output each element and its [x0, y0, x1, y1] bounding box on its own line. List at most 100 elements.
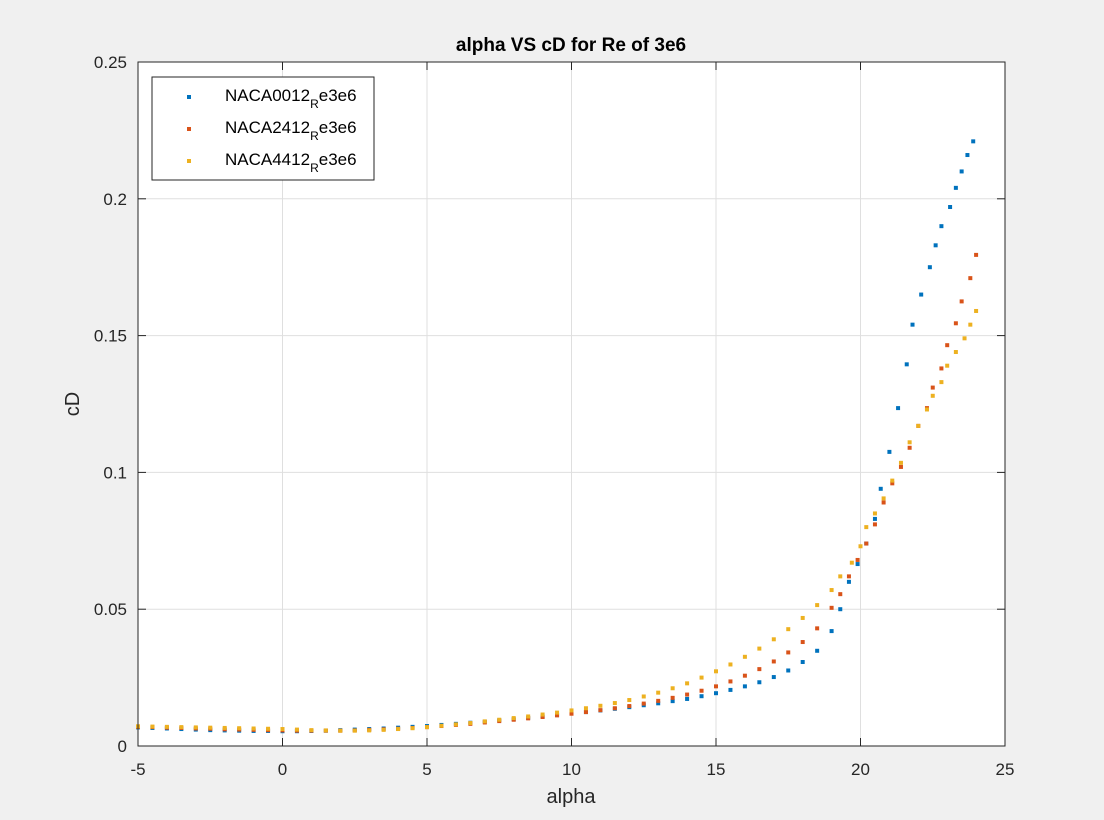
data-point: [179, 725, 184, 730]
data-point: [815, 626, 820, 631]
data-point: [150, 724, 155, 729]
data-point: [338, 728, 343, 733]
data-point: [497, 717, 502, 722]
data-point: [237, 726, 242, 731]
data-point: [685, 681, 690, 686]
y-tick-label: 0.15: [94, 327, 127, 346]
data-point: [555, 710, 560, 715]
data-point: [251, 726, 256, 731]
data-point: [612, 706, 617, 711]
data-point: [974, 308, 979, 313]
data-point: [910, 322, 915, 327]
data-point: [974, 252, 979, 257]
data-point: [714, 691, 718, 696]
data-point: [846, 579, 851, 584]
data-point: [904, 362, 909, 367]
data-point: [838, 607, 843, 612]
data-point: [855, 562, 860, 567]
data-point: [453, 722, 458, 727]
data-marks: [136, 139, 979, 734]
x-tick-label: 15: [707, 760, 726, 779]
legend: NACA0012Re3e6 NACA2412Re3e6 NACA4412Re3e6: [151, 76, 375, 181]
y-tick-label: 0: [118, 737, 127, 756]
y-tick-label: 0.2: [103, 190, 127, 209]
data-point: [924, 407, 929, 412]
data-point: [829, 629, 834, 634]
legend-marker: [187, 127, 191, 131]
data-point: [193, 725, 198, 730]
data-point: [569, 708, 574, 713]
data-point: [627, 698, 632, 703]
data-point: [555, 713, 560, 718]
data-point: [540, 714, 545, 719]
data-point: [540, 712, 545, 717]
data-point: [714, 684, 718, 689]
data-point: [425, 725, 429, 730]
data-point: [815, 648, 820, 653]
data-point: [945, 363, 950, 368]
data-point: [930, 393, 935, 398]
series-NACA4412_Re3e6: [136, 308, 979, 733]
data-point: [829, 588, 834, 593]
data-point: [872, 511, 877, 516]
data-point: [786, 668, 791, 673]
data-point: [757, 646, 762, 651]
data-point: [742, 684, 747, 689]
x-tick-label: -5: [130, 760, 145, 779]
data-point: [641, 694, 646, 699]
ticks: [137, 61, 1006, 747]
data-point: [612, 701, 617, 706]
y-axis-label: cD: [62, 392, 84, 416]
data-point: [939, 366, 944, 371]
data-point: [916, 423, 921, 428]
data-point: [829, 605, 834, 610]
data-point: [815, 603, 820, 608]
data-point: [945, 343, 950, 348]
data-point: [919, 292, 924, 297]
data-point: [971, 139, 976, 144]
data-point: [728, 687, 733, 692]
data-point: [890, 478, 895, 483]
data-point: [939, 380, 944, 385]
data-point: [381, 727, 386, 732]
data-point: [898, 460, 903, 465]
data-point: [953, 350, 958, 355]
data-point: [598, 708, 603, 713]
legend-marker: [187, 95, 191, 99]
x-tick-label: 25: [996, 760, 1015, 779]
legend-label: NACA2412Re3e6: [225, 118, 357, 143]
data-point: [511, 716, 516, 721]
data-point: [280, 727, 285, 732]
data-point: [699, 688, 704, 693]
data-point: [933, 243, 938, 248]
data-point: [583, 706, 588, 711]
data-point: [468, 721, 473, 726]
data-point: [771, 659, 776, 664]
data-point: [627, 704, 632, 709]
data-point: [962, 336, 967, 341]
data-point: [410, 726, 415, 731]
data-point: [846, 574, 851, 579]
chart-title: alpha VS cD for Re of 3e6: [456, 35, 686, 56]
data-point: [670, 699, 675, 704]
data-point: [786, 650, 791, 655]
data-point: [439, 723, 444, 728]
data-point: [656, 690, 661, 695]
data-point: [838, 592, 843, 597]
data-point: [800, 640, 805, 645]
data-point: [838, 574, 843, 579]
data-point: [864, 525, 869, 530]
data-point: [685, 692, 690, 697]
data-point: [887, 449, 892, 454]
data-point: [881, 496, 886, 501]
data-point: [208, 725, 213, 730]
data-point: [959, 299, 964, 304]
data-point: [742, 673, 747, 678]
data-point: [907, 440, 912, 445]
data-point: [953, 321, 958, 326]
data-point: [786, 627, 791, 632]
data-point: [309, 728, 314, 733]
data-point: [968, 322, 973, 327]
data-point: [656, 698, 661, 703]
